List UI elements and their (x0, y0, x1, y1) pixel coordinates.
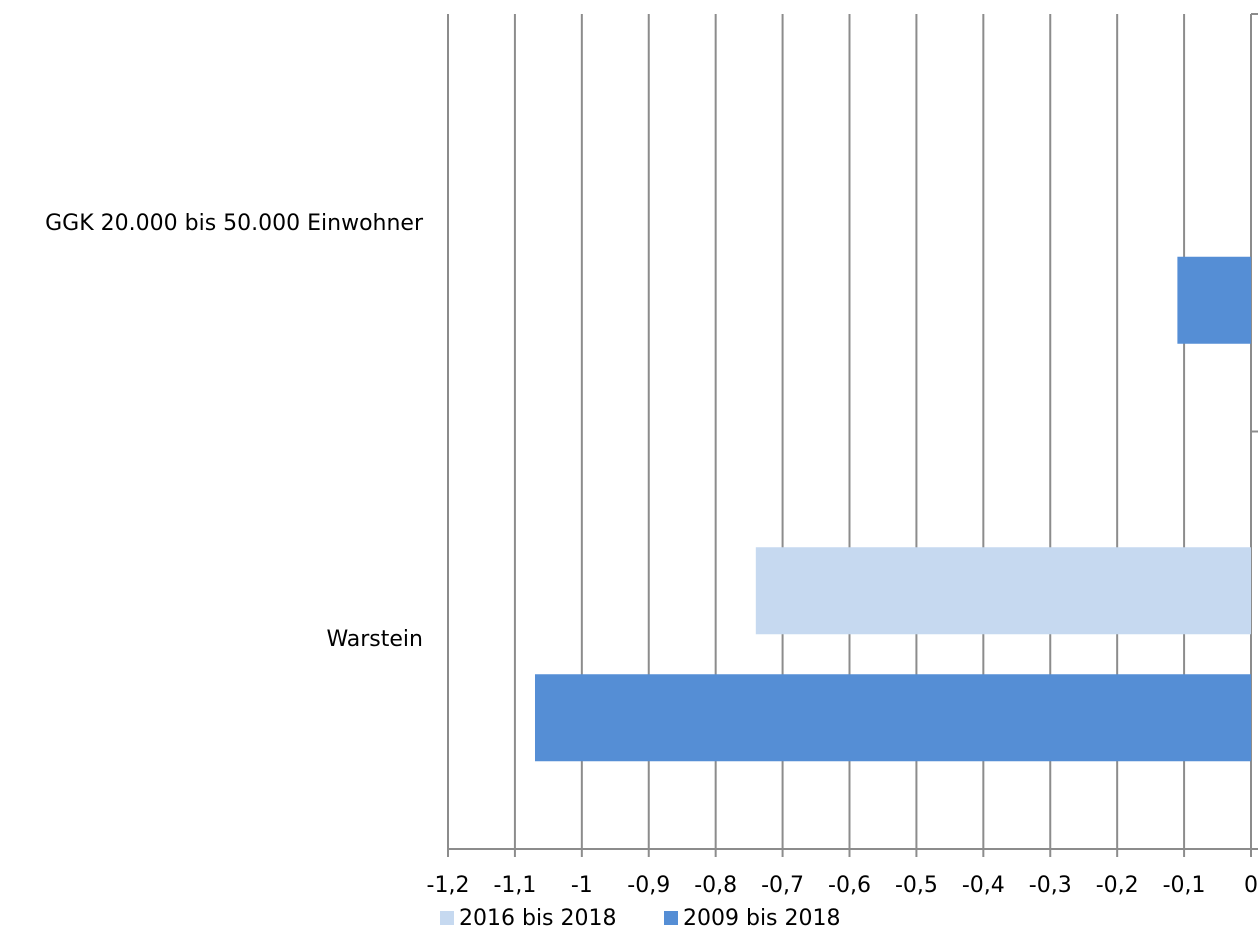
legend-label: 2016 bis 2018 (459, 906, 617, 931)
x-tick-label: -0,1 (1163, 873, 1206, 898)
x-tick-label: -0,6 (828, 873, 871, 898)
category-label: GGK 20.000 bis 50.000 Einwohner (45, 211, 424, 236)
x-tick-label: -0,4 (962, 873, 1005, 898)
x-tick-label: -0,8 (694, 873, 737, 898)
legend-swatch (664, 911, 678, 925)
bar (1177, 256, 1251, 344)
bar (534, 674, 1251, 762)
bars (534, 256, 1251, 762)
x-tick-label: -1 (571, 873, 593, 898)
x-tick-label: -1,1 (493, 873, 536, 898)
x-tick-label: -0,2 (1096, 873, 1139, 898)
x-tick-label: -0,5 (895, 873, 938, 898)
bar (755, 547, 1251, 635)
x-tick-label: 0 (1244, 873, 1258, 898)
x-tick-label: -0,9 (627, 873, 670, 898)
legend-swatch (440, 911, 454, 925)
legend: 2016 bis 2018 2009 bis 2018 (440, 906, 841, 931)
axes (447, 13, 1258, 857)
labels: -1,2 -1,1 -1 -0,9 -0,8 -0,7 -0,6 -0,5 -0,4 -0,3 -0… (45, 211, 1258, 898)
x-tick-label: -1,2 (427, 873, 470, 898)
x-tick-label: -0,3 (1029, 873, 1072, 898)
legend-label: 2009 bis 2018 (683, 906, 841, 931)
x-tick-label: -0,7 (761, 873, 804, 898)
category-label: Warstein (326, 627, 423, 652)
